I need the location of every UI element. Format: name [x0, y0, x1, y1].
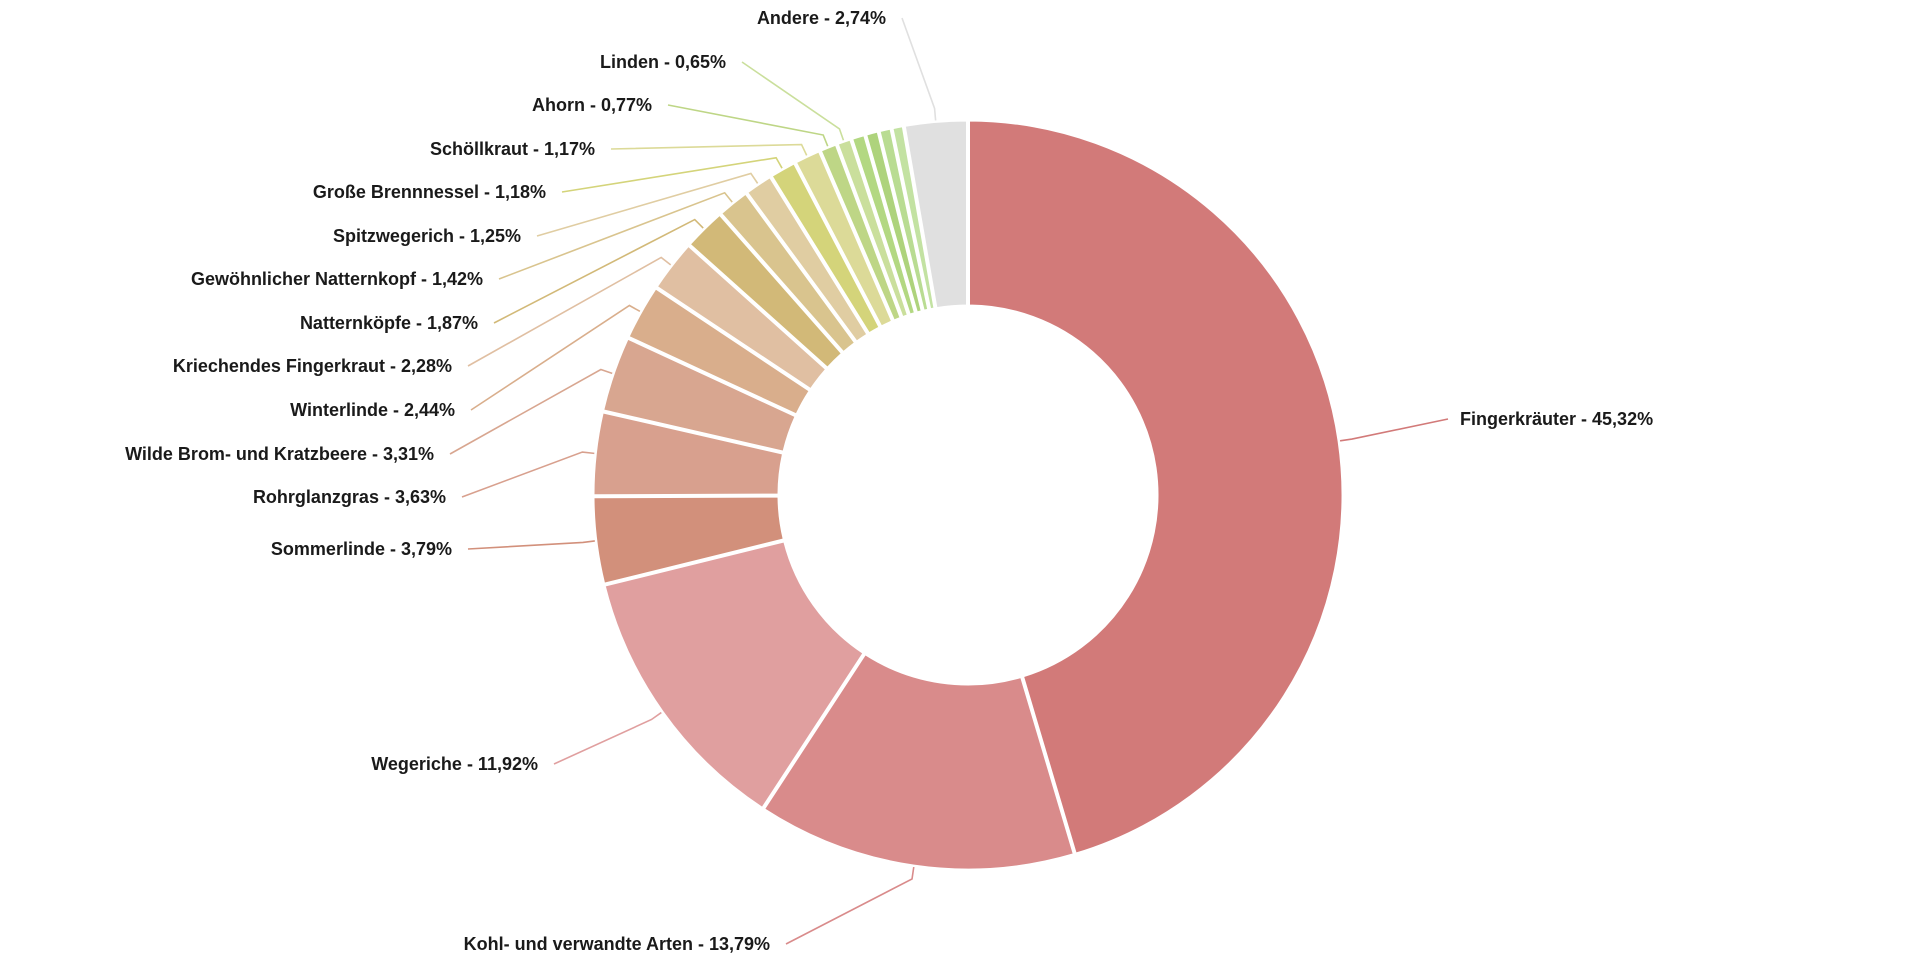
slice-rohrglanzgras[interactable]: [593, 412, 783, 496]
slice-unlabeled-15[interactable]: [852, 135, 915, 315]
slice-ahorn[interactable]: [820, 144, 901, 321]
slice-unlabeled-18[interactable]: [892, 126, 935, 310]
connector-sommerlinde: [467, 540, 595, 550]
label-winterlinde: Winterlinde - 2,44%: [290, 400, 455, 420]
label-kriechendes-fingerkraut: Kriechendes Fingerkraut - 2,28%: [173, 356, 452, 376]
label-wegeriche: Wegeriche - 11,92%: [371, 754, 538, 774]
label-linden: Linden - 0,65%: [600, 52, 726, 72]
slice-schoellkraut[interactable]: [796, 151, 892, 327]
slice-winterlinde[interactable]: [628, 288, 810, 415]
connector-andere: [901, 17, 937, 121]
connector-natternkoepfe: [493, 218, 704, 324]
slice-unlabeled-17[interactable]: [879, 128, 929, 311]
label-wilde-brom-und-kratzbeere: Wilde Brom- und Kratzbeere - 3,31%: [125, 444, 434, 464]
slices-layer: [593, 120, 1343, 870]
connector-fingerkraeuter: [1339, 418, 1449, 442]
connector-wilde-brom-und-kratzbeere: [449, 368, 613, 455]
slice-linden[interactable]: [837, 139, 908, 318]
slice-unlabeled-16[interactable]: [866, 131, 922, 313]
slice-kriechendes-fingerkraut[interactable]: [656, 246, 826, 390]
slice-wegeriche[interactable]: [604, 541, 864, 808]
label-schoellkraut: Schöllkraut - 1,17%: [430, 139, 595, 159]
label-kohl-und-verwandte-arten: Kohl- und verwandte Arten - 13,79%: [464, 934, 770, 954]
connector-kohl-und-verwandte-arten: [785, 866, 915, 945]
connector-wegeriche: [553, 711, 662, 765]
connector-winterlinde: [470, 304, 641, 411]
label-spitzwegerich: Spitzwegerich - 1,25%: [333, 226, 521, 246]
connectors-layer: [449, 17, 1449, 945]
slice-spitzwegerich[interactable]: [747, 177, 868, 342]
slice-gewoehnlicher-natternkopf[interactable]: [721, 193, 855, 352]
label-sommerlinde: Sommerlinde - 3,79%: [271, 539, 452, 559]
slice-kohl-und-verwandte-arten[interactable]: [764, 654, 1074, 870]
connector-gewoehnlicher-natternkopf: [498, 191, 733, 280]
connector-ahorn: [667, 104, 829, 147]
label-ahorn: Ahorn - 0,77%: [532, 95, 652, 115]
slice-sommerlinde[interactable]: [593, 496, 784, 584]
connector-kriechendes-fingerkraut: [467, 256, 672, 367]
labels-layer: Fingerkräuter - 45,32% Kohl- und verwandt…: [125, 8, 1653, 954]
slice-andere[interactable]: [904, 120, 967, 309]
label-grosse-brennnessel: Große Brennnessel - 1,18%: [313, 182, 546, 202]
label-andere: Andere - 2,74%: [757, 8, 886, 28]
slice-natternkoepfe[interactable]: [689, 214, 842, 368]
label-gewoehnlicher-natternkopf: Gewöhnlicher Natternkopf - 1,42%: [191, 269, 483, 289]
slice-fingerkraeuter[interactable]: [969, 120, 1343, 854]
label-rohrglanzgras: Rohrglanzgras - 3,63%: [253, 487, 446, 507]
slice-wilde-brom-und-kratzbeere[interactable]: [603, 338, 796, 452]
connector-schoellkraut: [610, 143, 808, 156]
label-natternkoepfe: Natternköpfe - 1,87%: [300, 313, 478, 333]
slice-grosse-brennnessel[interactable]: [771, 163, 880, 334]
label-fingerkraeuter: Fingerkräuter - 45,32%: [1460, 409, 1653, 429]
connector-spitzwegerich: [536, 172, 759, 237]
connector-grosse-brennnessel: [561, 156, 783, 193]
connector-linden: [741, 61, 845, 141]
connector-rohrglanzgras: [461, 451, 595, 498]
